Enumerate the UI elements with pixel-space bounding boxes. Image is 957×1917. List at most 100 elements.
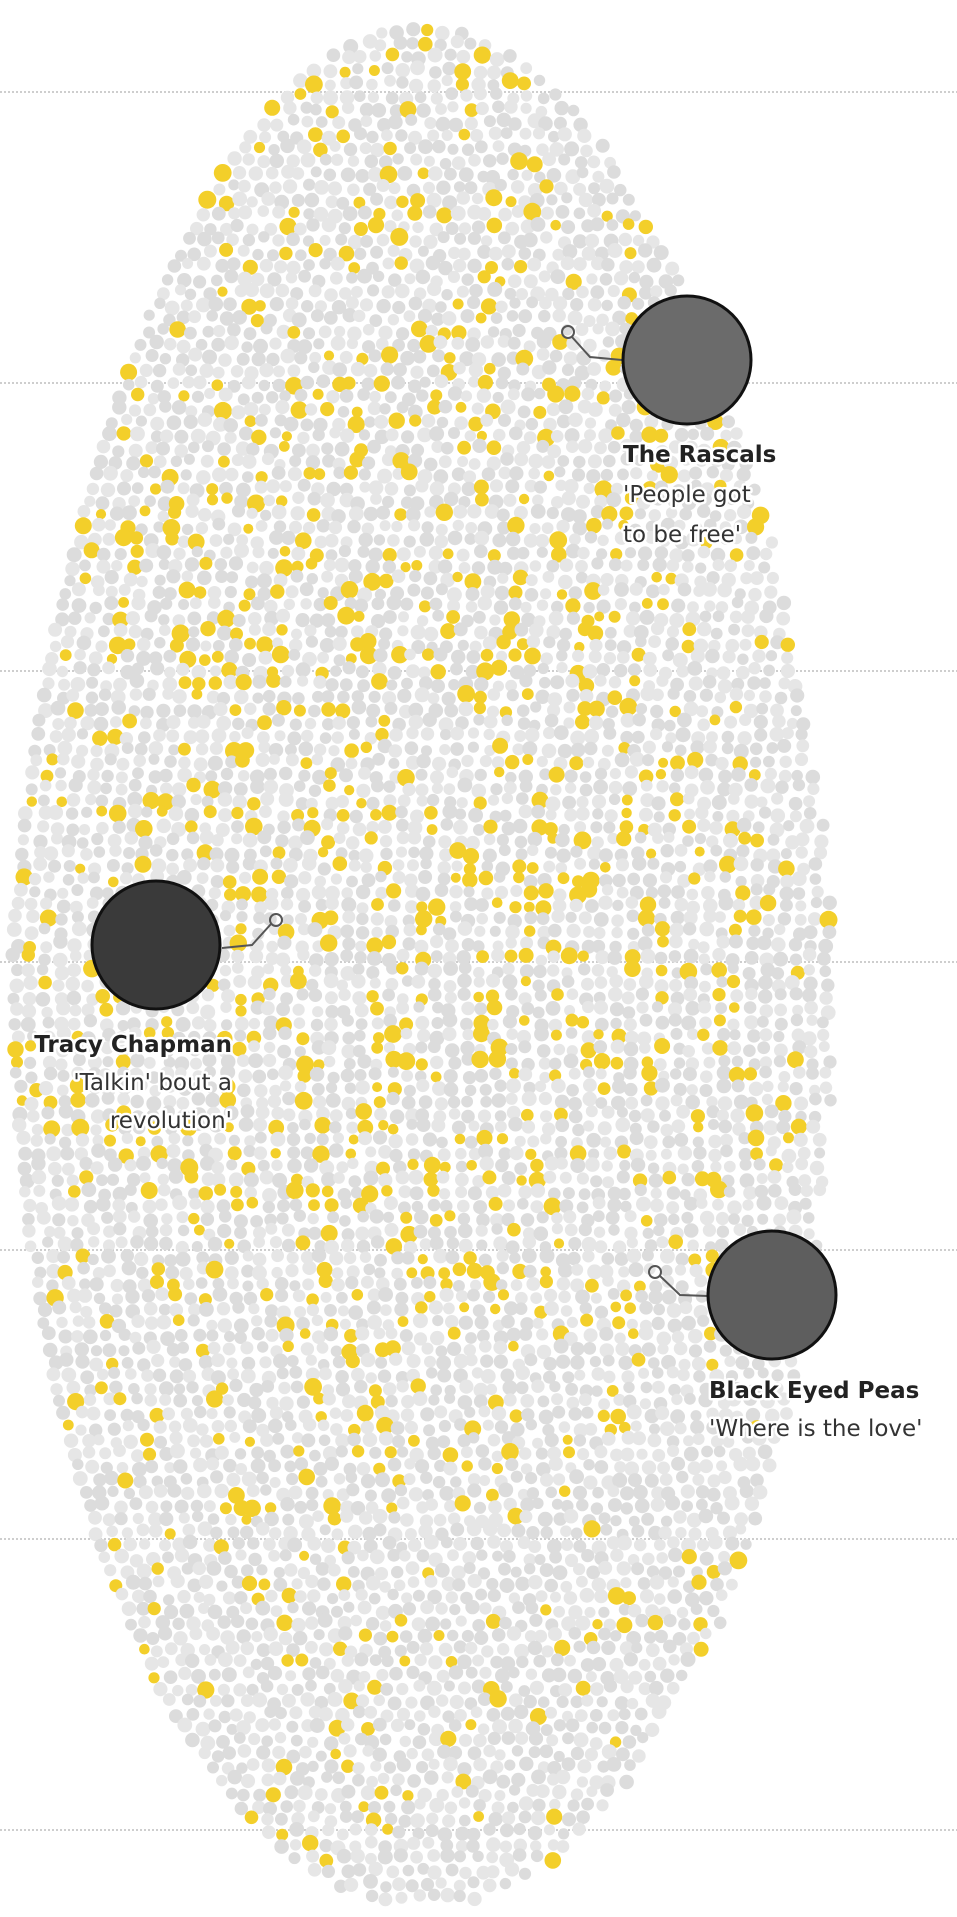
dot — [593, 912, 609, 927]
dot — [427, 129, 440, 142]
dot — [522, 741, 538, 757]
dot — [566, 923, 581, 939]
dot — [722, 1436, 735, 1448]
dot-highlight — [407, 1158, 419, 1170]
dot-highlight — [294, 88, 307, 100]
dot — [160, 479, 175, 494]
dot — [128, 624, 143, 639]
dot — [8, 908, 22, 923]
dot-highlight — [584, 582, 602, 600]
dot — [178, 1081, 193, 1096]
dot-highlight — [150, 1275, 164, 1289]
dot-highlight — [539, 179, 554, 194]
dot-highlight — [551, 988, 564, 1001]
dot — [447, 143, 459, 155]
dot — [738, 1132, 751, 1145]
dot — [635, 987, 650, 1001]
dot — [159, 400, 172, 413]
dot — [453, 1368, 468, 1383]
dot-highlight — [597, 1409, 610, 1422]
dot — [231, 504, 246, 518]
dot — [491, 1406, 507, 1421]
dot — [502, 1014, 517, 1029]
dot — [360, 861, 372, 873]
dot — [670, 1094, 683, 1107]
dot — [273, 520, 287, 533]
dot — [89, 1357, 104, 1372]
dot — [564, 1223, 578, 1237]
dot — [482, 848, 497, 863]
dot — [435, 523, 448, 536]
dot — [658, 897, 671, 909]
dot — [302, 1417, 317, 1432]
dot — [145, 543, 161, 559]
dot-highlight — [370, 809, 382, 821]
dot — [388, 744, 403, 758]
dot — [389, 728, 403, 742]
dot — [396, 327, 410, 341]
dot — [323, 168, 337, 182]
dot — [640, 793, 655, 808]
dot — [265, 166, 279, 180]
dot — [408, 1169, 424, 1185]
dot — [620, 1447, 635, 1462]
dot — [683, 987, 698, 1002]
dot — [118, 1328, 131, 1341]
dot — [532, 494, 544, 506]
dot-highlight — [719, 855, 737, 874]
dot — [683, 1223, 699, 1238]
dot — [350, 1186, 363, 1199]
dot-highlight — [56, 796, 68, 808]
dot — [780, 663, 796, 679]
dot — [254, 901, 268, 915]
dot — [252, 546, 265, 559]
dot — [395, 283, 410, 299]
dot — [339, 287, 352, 300]
dot — [84, 703, 98, 717]
dot — [411, 1200, 424, 1213]
dot — [321, 690, 335, 704]
dot — [759, 677, 771, 689]
dot — [317, 1419, 330, 1432]
dot — [501, 1171, 516, 1185]
dot-highlight — [198, 190, 217, 209]
dot — [286, 1251, 299, 1264]
dot — [457, 987, 471, 1001]
dot — [98, 625, 110, 638]
dot — [642, 754, 655, 767]
dot — [465, 337, 481, 352]
dot — [653, 1058, 667, 1071]
dot — [269, 153, 284, 169]
dot — [452, 519, 464, 532]
dot — [282, 914, 294, 926]
dot — [803, 925, 818, 940]
dot — [381, 285, 395, 299]
dot — [483, 714, 498, 729]
dot — [186, 493, 200, 507]
dot-highlight — [120, 363, 138, 381]
dot-highlight — [738, 831, 752, 845]
dot — [575, 560, 588, 573]
dot — [593, 1226, 606, 1238]
dot-highlight — [95, 1381, 108, 1395]
dot — [99, 1329, 112, 1342]
dot-highlight — [574, 641, 585, 653]
dot — [87, 1222, 101, 1236]
dot-highlight — [482, 1170, 497, 1185]
dot-highlight — [193, 586, 207, 599]
dot — [251, 391, 264, 404]
dot — [246, 442, 260, 456]
dot — [681, 1315, 696, 1331]
dot — [657, 884, 672, 898]
dot-highlight — [573, 831, 592, 850]
dot — [431, 679, 445, 694]
dot — [122, 1420, 134, 1432]
dot — [124, 1159, 137, 1172]
dot — [448, 679, 460, 691]
dot — [109, 844, 122, 857]
dot — [711, 795, 727, 810]
dot-highlight — [557, 872, 570, 885]
dot-highlight — [586, 517, 602, 534]
dot — [90, 1124, 102, 1136]
dot — [727, 1041, 742, 1056]
